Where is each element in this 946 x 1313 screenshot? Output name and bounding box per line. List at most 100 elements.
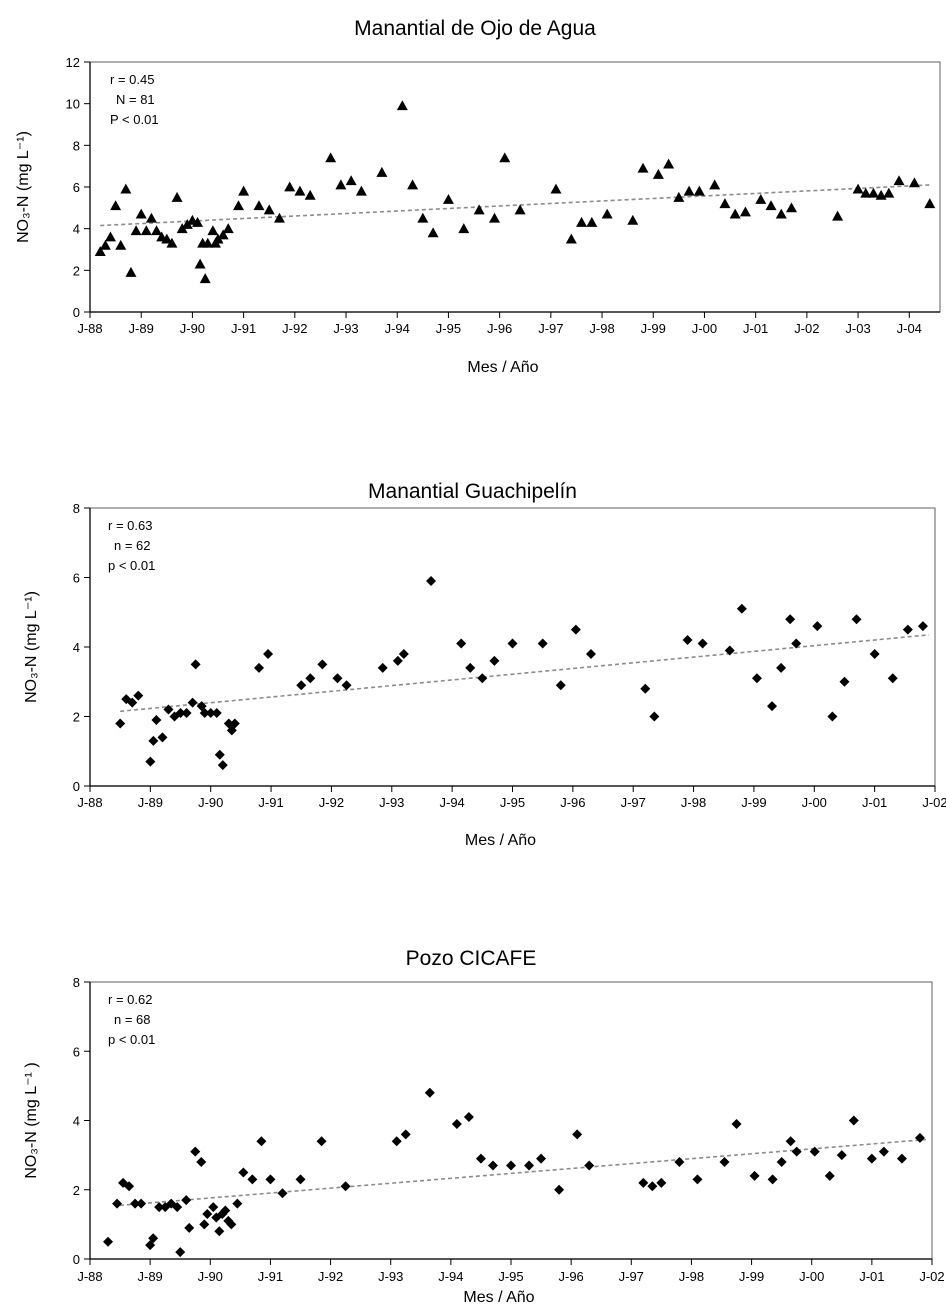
data-point — [376, 166, 388, 177]
data-point — [187, 697, 198, 708]
data-point — [812, 621, 823, 632]
data-point — [893, 175, 905, 186]
x-tick-label: J-02 — [922, 795, 946, 810]
x-tick-label: J-90 — [198, 795, 223, 810]
y-tick-label: 6 — [73, 1044, 80, 1059]
data-point — [151, 225, 163, 236]
data-point — [341, 680, 352, 691]
stat-annotation: n = 62 — [114, 538, 151, 553]
y-tick-label: 8 — [73, 975, 80, 990]
y-axis-label: NO₃-N (mg L⁻¹ ) — [23, 1062, 40, 1178]
data-point — [866, 1153, 877, 1164]
x-tick-label: J-93 — [333, 321, 358, 336]
x-tick-label: J-01 — [743, 321, 768, 336]
data-point — [226, 1219, 237, 1230]
chart-title: Manantial Guachipelín — [368, 480, 577, 503]
stat-annotation: r = 0.45 — [110, 72, 154, 87]
data-point — [140, 225, 152, 236]
data-point — [656, 1177, 667, 1188]
data-point — [724, 645, 735, 656]
x-tick-label: J-95 — [436, 321, 461, 336]
stat-annotation: r = 0.63 — [108, 518, 152, 533]
data-point — [284, 181, 296, 192]
data-point — [755, 194, 767, 204]
x-tick-label: J-93 — [378, 1269, 403, 1284]
y-tick-label: 12 — [66, 55, 80, 70]
data-point — [489, 655, 500, 666]
data-point — [878, 1146, 889, 1157]
data-point — [836, 1150, 847, 1161]
data-point — [407, 179, 419, 190]
data-point — [786, 202, 798, 213]
data-point — [765, 200, 777, 211]
data-point — [217, 760, 228, 771]
y-tick-label: 2 — [73, 710, 80, 725]
data-point — [647, 1181, 658, 1192]
data-point — [398, 648, 409, 659]
data-point — [238, 1167, 249, 1178]
data-point — [640, 683, 651, 694]
data-point — [638, 1177, 649, 1188]
data-point — [586, 216, 598, 227]
data-point — [304, 189, 316, 200]
trend-line — [120, 1138, 927, 1207]
data-point — [785, 1136, 796, 1147]
x-tick-label: J-94 — [385, 321, 410, 336]
data-point — [456, 638, 467, 649]
data-point — [767, 1174, 778, 1185]
data-point — [176, 223, 188, 234]
data-point — [196, 1157, 207, 1168]
data-point — [294, 185, 306, 196]
data-point — [692, 1174, 703, 1185]
data-point — [791, 638, 802, 649]
data-point — [537, 638, 548, 649]
data-point — [914, 1132, 925, 1143]
data-point — [124, 1181, 135, 1192]
y-tick-label: 0 — [73, 305, 80, 320]
data-point — [99, 239, 111, 250]
data-point — [852, 183, 864, 194]
y-tick-label: 6 — [73, 571, 80, 586]
x-tick-label: J-99 — [641, 321, 666, 336]
data-point — [887, 673, 898, 684]
data-point — [417, 212, 429, 223]
x-tick-label: J-99 — [739, 1269, 764, 1284]
data-point — [199, 708, 210, 719]
data-point — [247, 1174, 258, 1185]
data-point — [335, 179, 347, 190]
data-point — [477, 673, 488, 684]
data-point — [473, 204, 485, 215]
plot-frame — [89, 61, 941, 313]
data-point — [924, 198, 936, 209]
data-point — [172, 1202, 183, 1213]
data-point — [475, 1153, 486, 1164]
data-point — [693, 185, 705, 196]
data-point — [104, 231, 116, 242]
x-axis-label: Mes / Año — [465, 832, 536, 849]
data-point — [391, 1136, 402, 1147]
y-tick-label: 8 — [73, 501, 80, 516]
x-tick-label: J-00 — [802, 795, 827, 810]
y-tick-label: 8 — [73, 138, 80, 153]
data-point — [181, 708, 192, 719]
data-point — [135, 208, 147, 219]
data-point — [296, 680, 307, 691]
data-point — [731, 1118, 742, 1129]
data-point — [295, 1174, 306, 1185]
data-point — [208, 1202, 219, 1213]
data-point — [211, 1212, 222, 1223]
x-tick-label: J-96 — [487, 321, 512, 336]
data-point — [199, 273, 211, 284]
data-point — [791, 1146, 802, 1157]
data-point — [190, 659, 201, 670]
data-point — [157, 732, 168, 743]
stat-annotation: p < 0.01 — [108, 1032, 155, 1047]
data-point — [220, 1205, 231, 1216]
data-point — [355, 185, 367, 196]
data-point — [487, 1160, 498, 1171]
data-point — [175, 1247, 186, 1258]
data-point — [161, 233, 173, 244]
y-tick-label: 4 — [73, 640, 80, 655]
x-tick-label: J-01 — [862, 795, 887, 810]
data-point — [524, 1160, 535, 1171]
